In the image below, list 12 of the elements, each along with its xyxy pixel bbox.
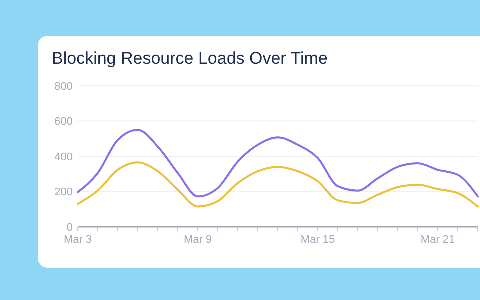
line-series xyxy=(77,162,479,208)
x-tick-label: Mar 15 xyxy=(300,234,336,246)
y-tick-label: 200 xyxy=(54,186,73,199)
y-tick-label: 400 xyxy=(54,151,73,164)
y-tick-label: 600 xyxy=(54,116,73,128)
x-tick-label: Mar 21 xyxy=(420,234,456,246)
line-series xyxy=(77,129,479,198)
chart-title: Blocking Resource Loads Over Time xyxy=(52,49,328,68)
x-tick-label: Mar 9 xyxy=(184,234,212,246)
y-tick-label: 0 xyxy=(66,222,73,234)
y-tick-label: 800 xyxy=(54,80,73,93)
x-tick-label: Mar 3 xyxy=(64,234,92,246)
